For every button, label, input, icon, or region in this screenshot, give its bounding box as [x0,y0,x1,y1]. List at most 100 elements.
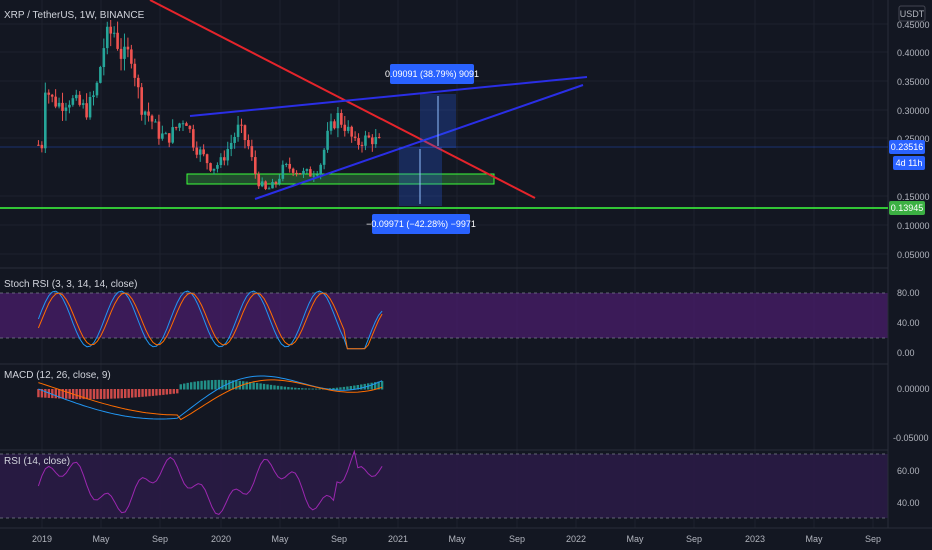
candlestick-series[interactable] [37,20,381,191]
candle-body [78,94,82,105]
time-tick: May [271,534,289,544]
macd-histogram-bar [37,389,40,398]
candle-body [209,163,212,171]
triangle-upper-line[interactable] [189,76,588,117]
candle-body [284,163,288,165]
measure-up-label[interactable]: 0.09091 (38.79%) 9091 [385,64,479,84]
macd-histogram-bar [99,389,103,400]
candle-body [281,164,285,179]
candle-body [364,135,367,146]
macd-histogram-bar [137,389,141,398]
time-tick: May [92,534,110,544]
measure-down-label[interactable]: −0.09971 (−42.28%) −9971 [366,214,476,234]
time-axis[interactable]: 2019 May Sep 2020 May Sep 2021 May Sep 2… [32,534,881,544]
candle-body [360,144,364,146]
candle-body [233,136,236,143]
macd-histogram-bar [44,389,47,398]
candle-body [243,125,247,141]
candle-body [126,46,130,50]
macd-histogram-bar [64,389,68,399]
symbol-title[interactable]: XRP / TetherUS, 1W, BINANCE [4,10,145,21]
candle-body [319,164,322,175]
candle-body [188,125,192,130]
macd-histogram-bar [183,383,186,390]
macd-histogram-bar [304,388,307,390]
currency-button[interactable]: USDT [898,5,926,22]
candle-body [119,48,123,59]
candle-body [367,135,371,138]
macd-histogram-bar [301,388,304,390]
measure-down-text: −0.09971 (−42.28%) −9971 [366,219,476,229]
time-tick: 2019 [32,534,52,544]
macd-histogram-bar [349,386,353,390]
macd-histogram-bar [377,381,380,390]
macd-histogram-bar [82,389,85,400]
candle-body [253,157,257,175]
current-price-tag[interactable]: 0.23516 [889,140,925,154]
candle-body [109,26,113,34]
macd-histogram-bar [75,389,78,400]
macd-histogram-bar [255,382,259,390]
macd-histogram-bar [151,389,155,396]
macd-histogram-bar [141,389,144,397]
macd-histogram-bar [214,379,217,390]
macd-histogram-bar [346,386,349,390]
macd-axis[interactable]: 0.00000 -0.05000 [893,384,930,443]
candle-body [346,126,350,131]
candle-body [302,170,305,175]
macd-histogram-bar [335,387,339,390]
candle-body [105,26,109,49]
stoch-rsi-label[interactable]: Stoch RSI (3, 3, 14, 14, close) [4,279,137,290]
macd-histogram-bar [158,389,162,396]
candle-body [305,169,309,171]
macd-histogram-bar [217,379,221,390]
macd-histogram-bar [176,389,179,394]
price-tick: 0.40000 [897,48,930,58]
candle-body [192,129,195,148]
grid [0,0,888,528]
support-price-value: 0.13945 [891,203,924,213]
support-zone[interactable] [186,173,495,185]
macd-tick: 0.00000 [897,384,930,394]
candle-body [295,172,298,174]
candle-body [278,178,281,184]
candle-body [309,169,312,177]
macd-histogram-bar [248,382,252,390]
macd-histogram-bar [117,389,120,399]
candle-body [260,181,264,187]
candle-body [68,104,71,108]
stoch-d-line [37,292,383,350]
rsi-axis[interactable]: 60.00 40.00 [897,466,920,508]
stoch-tick: 0.00 [897,348,915,358]
candle-body [195,147,199,155]
macd-histogram-bar [210,380,214,390]
candle-body [329,121,333,131]
candle-body [178,123,181,128]
macd-histogram-bar [172,389,176,394]
macd-label[interactable]: MACD (12, 26, close, 9) [4,370,111,381]
macd-histogram-bar [276,385,280,390]
candle-body [95,82,99,96]
measure-up-text: 0.09091 (38.79%) 9091 [385,69,479,79]
candle-body [229,142,233,150]
macd-histogram-bar [155,389,158,396]
candle-body [274,181,278,184]
candle-body [216,165,219,169]
candle-body [136,77,140,88]
macd-histogram-bar [228,380,231,390]
time-tick: 2022 [566,534,586,544]
candle-body [212,168,216,171]
stoch-tick: 80.00 [897,288,920,298]
price-axis[interactable]: 0.45000 0.40000 0.35000 0.30000 0.25000 … [897,20,930,260]
candle-body [291,168,295,173]
support-price-tag[interactable]: 0.13945 [889,201,925,215]
candle-body [61,102,64,111]
candle-body [37,144,40,146]
macd-histogram-bar [78,389,82,400]
resistance-trendline[interactable] [149,0,536,199]
triangle-lower-line[interactable] [254,84,584,200]
stoch-axis[interactable]: 80.00 40.00 0.00 [897,288,920,358]
rsi-label[interactable]: RSI (14, close) [4,456,70,467]
price-tick: 0.15000 [897,192,930,202]
